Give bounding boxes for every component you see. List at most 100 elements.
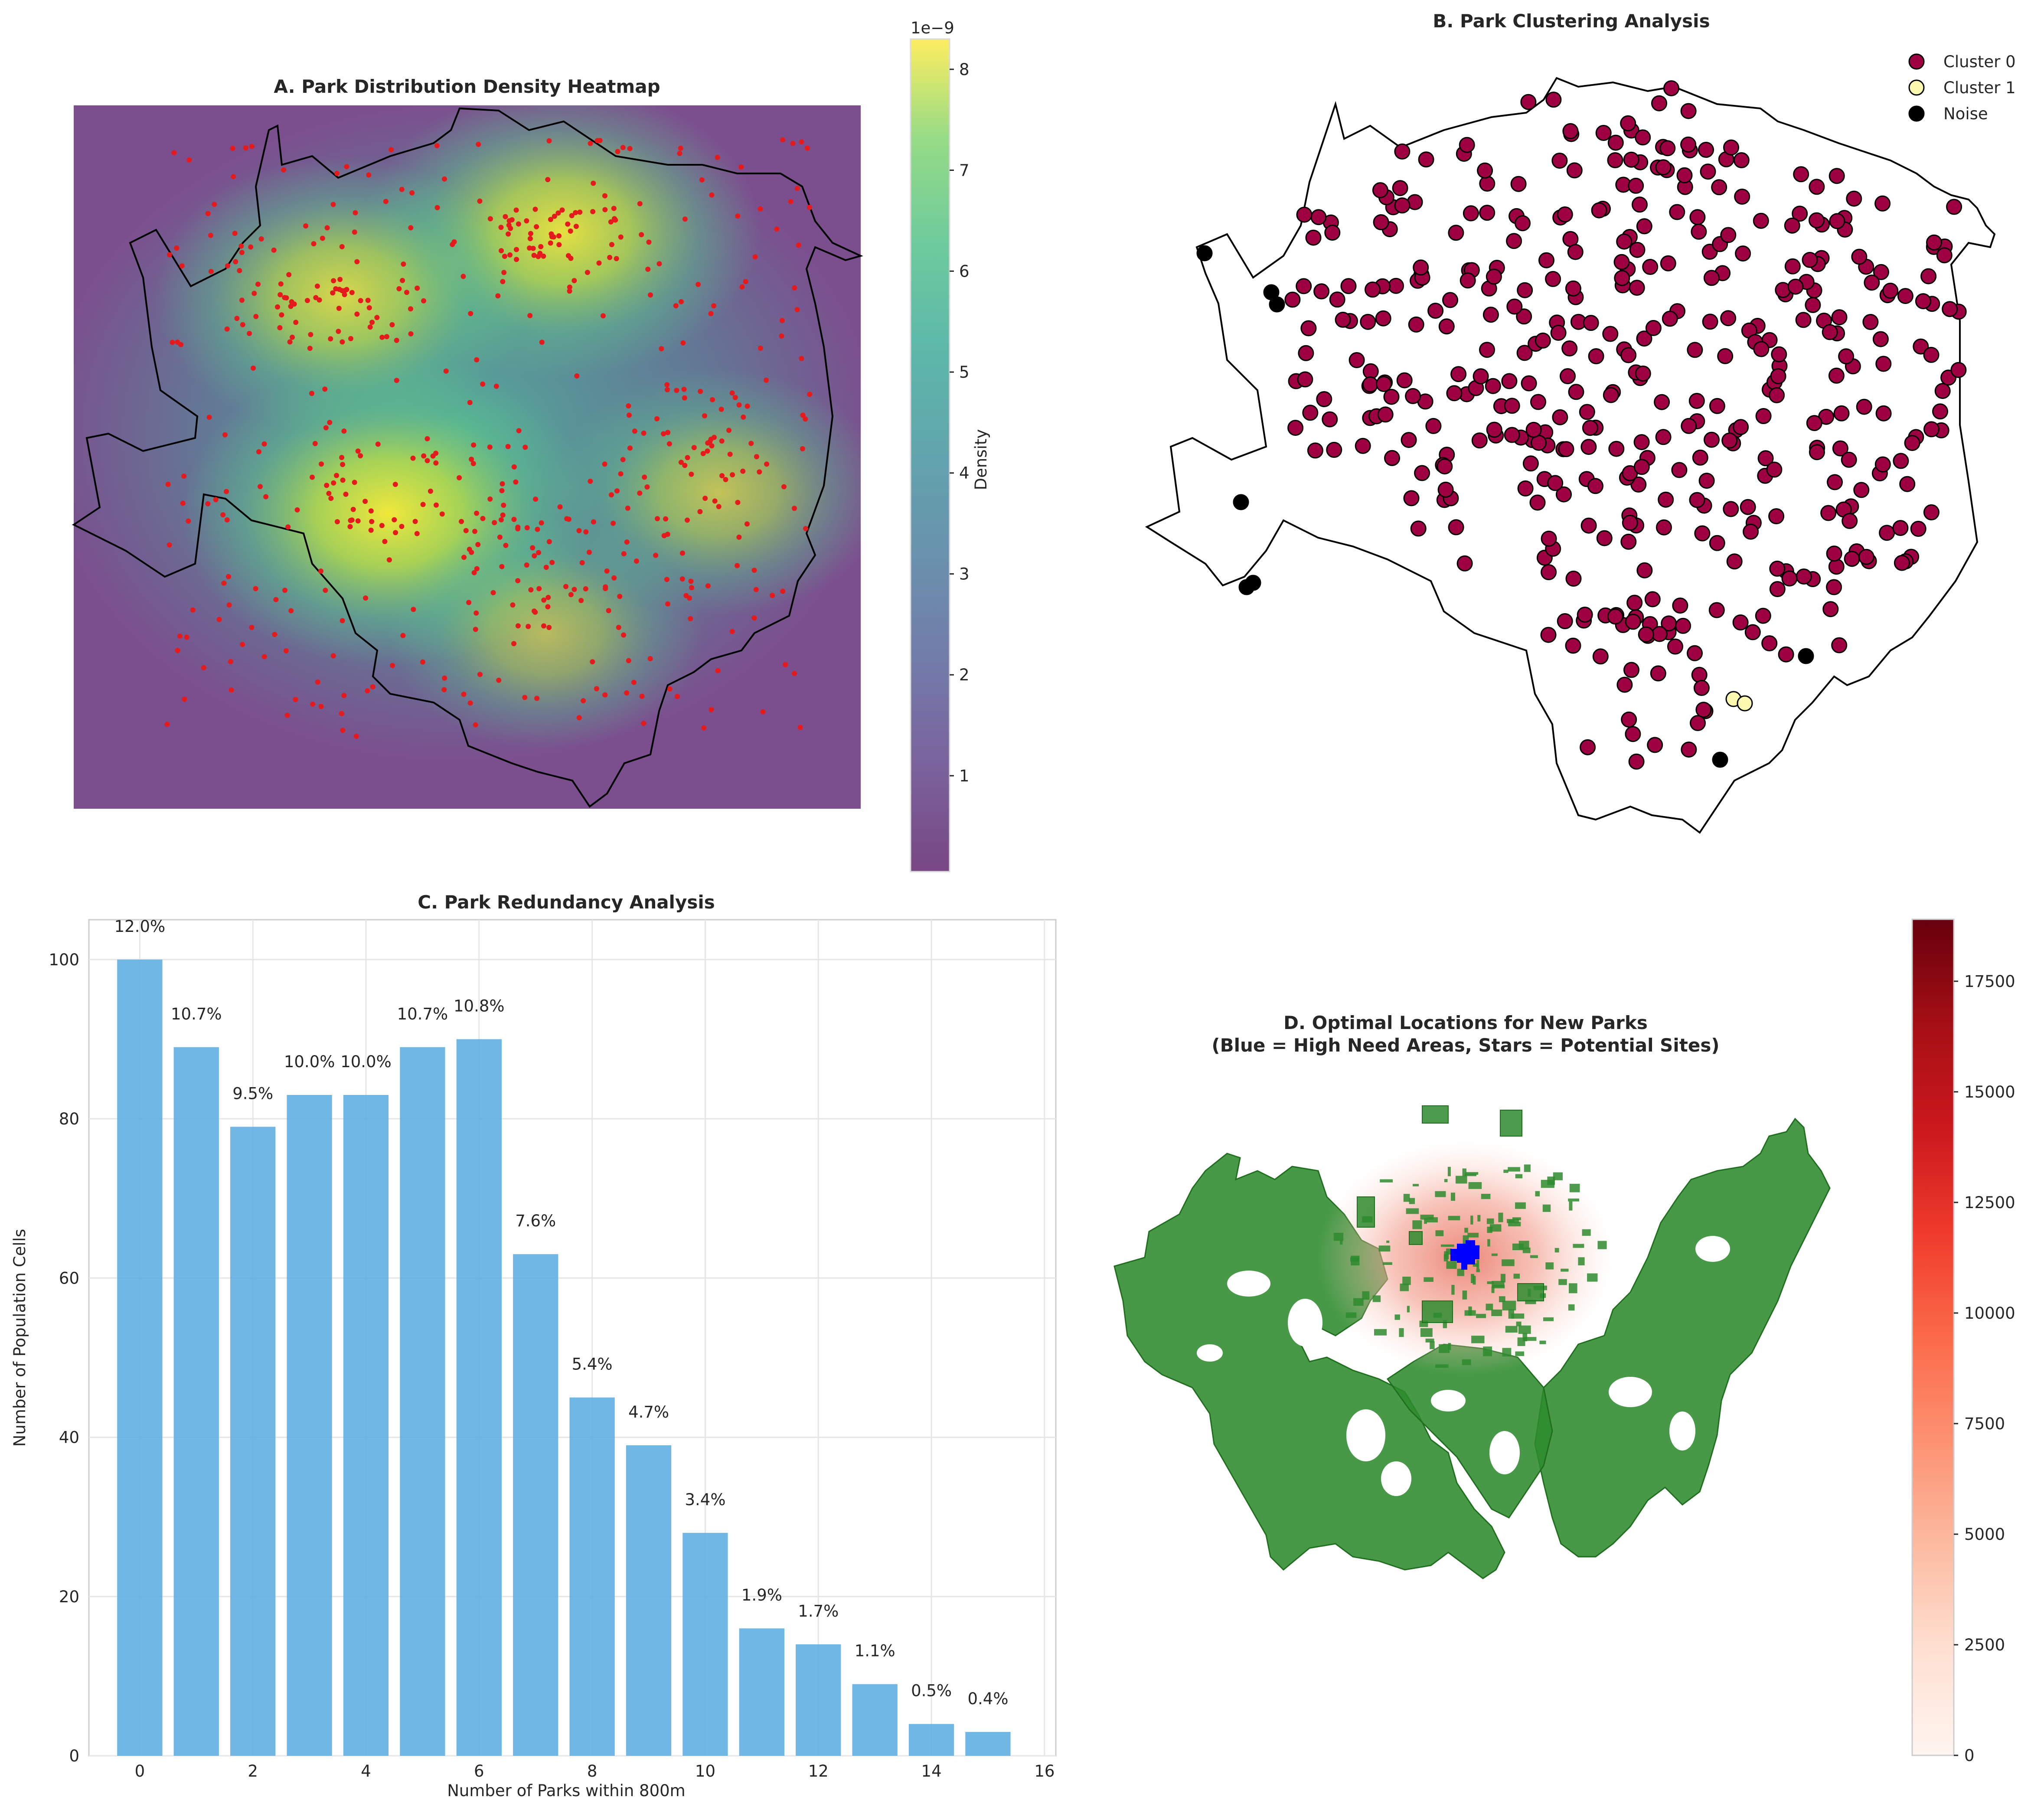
park-point (602, 692, 608, 698)
need-cell (1466, 1240, 1475, 1264)
cluster-0-point (1920, 268, 1937, 284)
park-point (441, 687, 447, 693)
urban-park-shape (1508, 1222, 1521, 1227)
cluster-0-point (1592, 648, 1609, 665)
park-point (803, 526, 809, 531)
cluster-0-point (1408, 316, 1424, 333)
park-point (240, 322, 245, 327)
park-point (370, 684, 375, 689)
park-point (349, 290, 355, 295)
cluster-0-point (1655, 159, 1672, 176)
park-point (463, 528, 469, 533)
park-point (729, 390, 735, 396)
colorbar-d-ticks: 0 2500 5000 7500 10000 12500 15000 17500 (1954, 972, 2015, 1765)
bar (965, 1732, 1011, 1756)
park-point (495, 293, 501, 299)
park-point (609, 242, 614, 247)
cluster-0-point (1633, 434, 1650, 451)
urban-park-shape (1468, 1182, 1482, 1189)
park-point (682, 463, 688, 468)
park-point (247, 331, 252, 336)
park-point (339, 711, 344, 716)
park-point (678, 145, 683, 151)
park-point (404, 290, 409, 295)
park-point (549, 234, 555, 239)
bar (343, 1095, 389, 1756)
park-point (546, 138, 552, 144)
cluster-0-point (1448, 519, 1464, 536)
urban-park-shape (1444, 1251, 1449, 1259)
cluster-0-point (1695, 702, 1712, 718)
park-point (541, 597, 547, 603)
park-point (799, 356, 804, 361)
cluster-0-point (1427, 303, 1444, 319)
park-point (428, 488, 433, 494)
park-point (617, 594, 623, 599)
cluster-0-point (1691, 666, 1708, 683)
park-point (654, 416, 660, 421)
cluster-0-point (1676, 167, 1693, 183)
park-point (249, 144, 255, 149)
park-point (509, 217, 515, 222)
park-points-a (164, 137, 813, 739)
park-point (792, 285, 797, 291)
cluster-0-point (1375, 376, 1392, 392)
park-point (205, 501, 211, 506)
park-point (526, 624, 531, 629)
park-point (800, 412, 806, 418)
cluster-0-point (1602, 326, 1619, 342)
cluster-0-point (1761, 635, 1778, 651)
park-point (532, 206, 538, 212)
cluster-0-point (1540, 627, 1557, 643)
cluster-0-point (1809, 444, 1825, 461)
park-point (503, 214, 508, 219)
cluster-0-point (1401, 432, 1417, 448)
legend-marker-cluster-0 (1908, 53, 1925, 70)
panel-a: A. Park Distribution Density Heatmap 1e−… (72, 19, 990, 872)
urban-park-shape (1406, 1208, 1419, 1214)
need-cell (1450, 1249, 1458, 1261)
park-point (374, 315, 380, 320)
cluster-0-point (1307, 442, 1323, 459)
park-point (576, 528, 582, 533)
cluster-0-point (1711, 179, 1727, 196)
park-point (180, 500, 186, 506)
park-point (493, 383, 499, 389)
x-tick-label: 12 (808, 1762, 829, 1781)
cluster-0-point (1565, 637, 1581, 654)
park-point (539, 520, 544, 526)
park-point (383, 199, 389, 204)
park-point (190, 607, 196, 613)
park-point (637, 490, 643, 496)
park-point (224, 326, 230, 332)
urban-park-shape (1420, 1328, 1433, 1337)
park-point (543, 565, 549, 570)
urban-park-shape (1448, 1343, 1451, 1350)
park-point (661, 431, 666, 437)
park-point (304, 298, 310, 303)
cluster-0-point (1645, 320, 1662, 336)
legend-label-noise: Noise (1943, 105, 1988, 123)
park-point (679, 299, 684, 304)
park-point (774, 226, 780, 232)
cluster-0-point (1875, 405, 1892, 421)
bar-value-label: 3.4% (685, 1490, 726, 1509)
park-point (602, 207, 608, 212)
legend-item-cluster-1: Cluster 1 (1908, 78, 2016, 97)
park-point (319, 461, 324, 467)
park-point (472, 529, 477, 534)
urban-park-shape (1457, 1268, 1464, 1276)
cluster-0-point (1567, 244, 1584, 260)
park-point (678, 460, 684, 465)
park-point (736, 402, 742, 408)
cluster-0-point (1636, 218, 1652, 235)
cluster-0-point (1687, 342, 1703, 358)
park-point (588, 478, 593, 484)
park-point (800, 446, 805, 451)
cluster-0-point (1688, 393, 1705, 409)
park-point (499, 248, 504, 254)
park-point (680, 550, 685, 556)
bar-labels-c: 12.0% 10.7% 9.5% 10.0% 10.0% 10.7% 10.8% 7.6% 5.… (114, 917, 1009, 1708)
park-point (548, 240, 553, 246)
park-point (590, 659, 595, 665)
